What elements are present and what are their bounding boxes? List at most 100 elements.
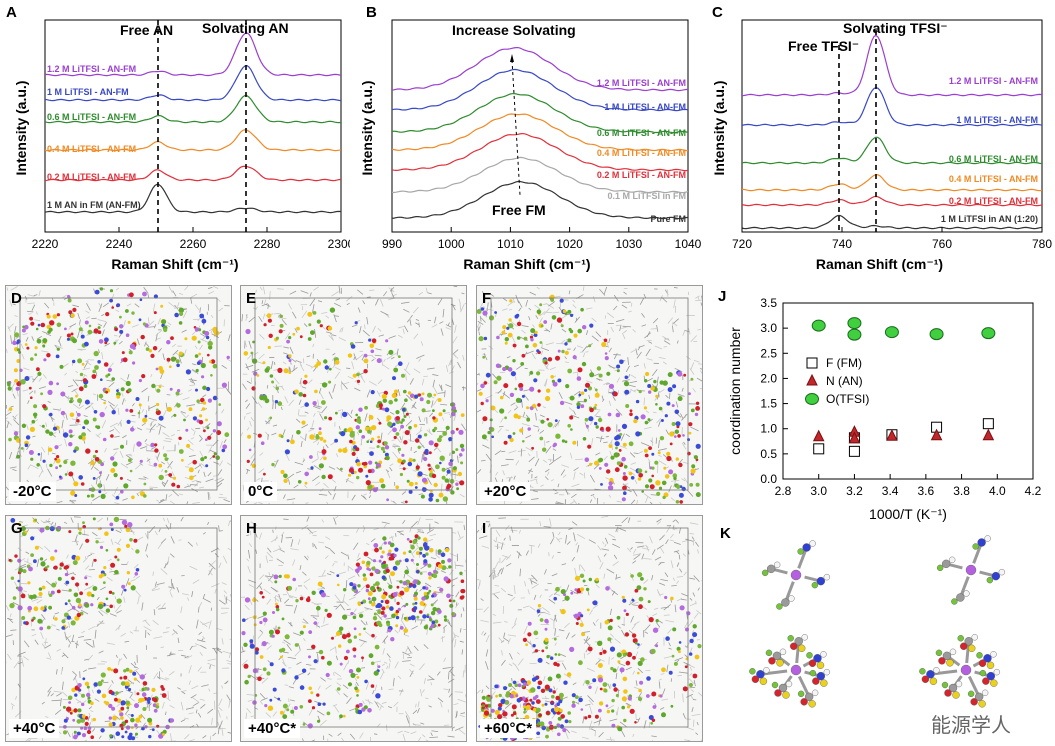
panel-b-traces [391,47,689,220]
trace-a-2 [44,94,342,124]
trace-c-4 [741,195,1043,207]
xtick-c-0: 720 [732,237,752,251]
temp-label-e: 0°C [244,482,278,501]
xtick-a-3: 2280 [254,237,281,251]
md-box-d: D -20°C [5,285,232,505]
j-legend-marker-0 [806,357,818,369]
trace-label-c-1: 1 M LiTFSI - AN-FM [956,115,1038,125]
j-point-square-5 [982,418,994,430]
xtick-b-5: 1040 [675,237,702,251]
panel-b-label: B [366,4,377,21]
j-ytick-7: 3.5 [760,296,777,310]
panel-c-xlabel-text: Raman Shift (cm⁻¹) [815,256,944,272]
j-ytick-4: 2.0 [760,371,777,385]
xtick-a-0: 2220 [32,237,59,251]
j-point-square-1 [848,445,860,457]
trace-b-6 [391,180,689,220]
trace-b-3 [391,113,689,152]
xtick-b-2: 1010 [497,237,524,251]
trace-label-b-5: 0.1 M LiTFSI in FM [608,191,687,201]
trace-b-2 [391,92,689,134]
trace-b-0 [391,47,689,92]
panel-a-ann-free: Free AN [120,22,173,38]
trace-label-b-2: 0.6 M LiTFSI - AN-FM [597,128,686,138]
j-point-circle-4 [929,328,944,341]
trace-label-c-5: 1 M LiTFSI in AN (1:20) [941,214,1038,224]
trace-label-a-4: 0.2 M LiTFSI - AN-FM [47,172,136,182]
j-point-square-0 [813,443,825,455]
trace-label-c-3: 0.4 M LiTFSI - AN-FM [949,174,1038,184]
md-box-f: F +20°C [476,285,703,505]
md-snapshot-d [6,286,231,504]
j-point-circle-3 [884,326,899,339]
md-snapshot-h [241,516,466,741]
j-ytick-0: 0.0 [760,472,777,486]
trace-label-b-4: 0.2 M LiTFSI - AN-FM [597,170,686,180]
watermark-text: 能源学人 [931,715,1011,737]
panel-c-ann-solvating: Solvating TFSI⁻ [843,20,948,36]
md-box-e: E 0°C [240,285,467,505]
j-point-circle-1 [847,317,862,330]
panel-a-label: A [6,4,17,21]
panel-i-label: I [482,520,487,537]
trace-a-0 [44,32,342,77]
md-snapshot-i [477,516,702,741]
xtick-b-1: 1000 [438,237,465,251]
panel-a-ylabel: Intensity (a.u.) [13,81,29,176]
trace-c-3 [741,173,1043,192]
j-xtick-4: 3.6 [918,484,935,498]
panel-c-label: C [712,4,723,21]
trace-b-4 [391,132,689,172]
j-point-circle-0 [811,319,826,332]
j-ytick-2: 1.0 [760,422,777,436]
trace-a-4 [44,165,342,182]
j-point-triangle-4 [930,428,943,441]
j-point-triangle-5 [982,428,995,441]
xtick-b-4: 1030 [615,237,642,251]
trace-label-c-4: 0.2 M LiTFSI - AN-FM [949,196,1038,206]
j-legend-label-1: N (AN) [826,374,863,388]
panel-a-xlabel-text: Raman Shift (cm⁻¹) [111,256,239,272]
trace-label-c-2: 0.6 M LiTFSI - AN-FM [949,154,1038,164]
md-snapshot-e [241,286,466,504]
trace-label-a-2: 0.6 M LiTFSI - AN-FM [47,112,136,122]
j-ytick-1: 0.5 [760,447,777,461]
panel-a-chart: A Free AN Solvating AN 1.2 M LiTFSI - AN… [6,4,350,251]
j-ytick-5: 2.5 [760,346,777,360]
panel-b-ylabel: Intensity (a.u.) [359,81,375,176]
panel-b-chart: B Increase Solvating Free FM 1.2 M LiTFS… [359,4,702,251]
trace-c-1 [741,86,1043,127]
panel-b-ann-free: Free FM [492,202,546,218]
j-xtick-2: 3.2 [846,484,863,498]
trace-b-5 [391,156,689,194]
panel-j-ylabel: coordination number [727,327,743,455]
j-point-circle-5 [981,327,996,340]
j-xtick-0: 2.8 [775,484,792,498]
trace-label-b-3: 0.4 M LiTFSI - AN-FM [597,148,686,158]
trace-label-a-1: 1 M LiTFSI - AN-FM [47,87,129,97]
xtick-a-2: 2260 [180,237,207,251]
panel-j-xlabel: 1000/T (K⁻¹) [869,506,947,522]
j-point-triangle-3 [886,429,898,441]
trace-c-2 [741,136,1043,165]
panel-j-chart: J 2.8 3.0 3.2 3.4 3.6 3.8 4.0 4.2 0.0 0.5 1.0 1.5 2.… [718,288,1042,522]
panel-c-chart: C Free TFSI⁻ Solvating TFSI⁻ 1.2 M LiTFS… [711,4,1052,251]
trace-a-5 [44,183,342,214]
j-legend-label-0: F (FM) [826,356,862,370]
panel-k-structures: K [720,525,1006,708]
trace-label-b-6: Pure FM [650,214,686,224]
xtick-b-3: 1020 [556,237,583,251]
trace-a-1 [44,64,342,102]
j-xtick-1: 3.0 [810,484,827,498]
j-legend-marker-1 [806,373,818,386]
j-point-triangle-0 [812,429,825,442]
xtick-c-1: 740 [832,237,852,251]
md-box-h: H +40°C* [240,515,467,742]
trace-label-a-5: 1 M AN in FM (AN-FM) [47,200,141,210]
panel-a-traces [44,32,342,214]
j-point-circle-2 [847,328,862,341]
panel-j-label: J [718,288,726,305]
temp-label-g: +40°C [9,719,60,738]
xtick-a-4: 2300 [328,237,350,251]
temp-label-h: +40°C* [244,719,301,738]
